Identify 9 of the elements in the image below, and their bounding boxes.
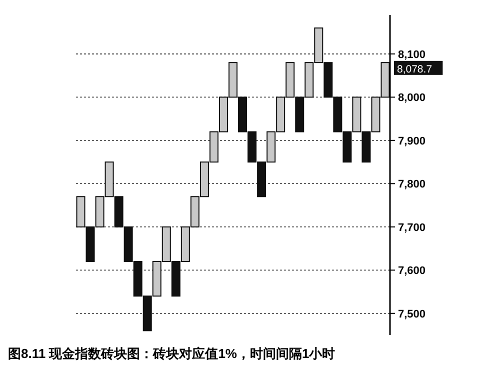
- y-tick-label: 7,600: [398, 265, 426, 278]
- text: 图8.11 现金指数砖块图：砖块对应值1%，时间间隔1小时: [8, 346, 336, 361]
- text: 8,078.7: [397, 63, 432, 76]
- y-tick-label: 7,500: [398, 308, 426, 320]
- y-tick-label: 8,000: [398, 92, 426, 104]
- y-tick-label: 7,900: [398, 135, 426, 148]
- y-tick-label: 8,100: [398, 48, 426, 61]
- y-tick-label: 7,700: [398, 222, 426, 234]
- y-tick-label: 7,800: [398, 178, 426, 191]
